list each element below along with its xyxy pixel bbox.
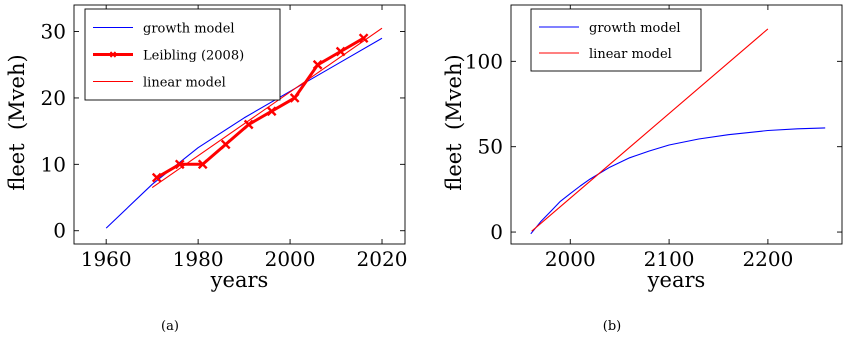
chart-b-legend-label: growth model: [589, 21, 681, 36]
chart-a-ylabel: fleet (Mveh): [5, 54, 29, 190]
chart-a-xlabel: years: [210, 268, 269, 292]
chart-a-data-point: [289, 93, 300, 103]
chart-a-data-point: [358, 33, 369, 44]
chart-b-ytick-label: 50: [478, 135, 503, 159]
chart-b-series-0-line: [530, 127, 826, 235]
chart-b-xlabel: years: [647, 268, 706, 292]
chart-b-caption: (b): [603, 319, 621, 334]
chart-a-xtick-label: 1980: [173, 247, 224, 271]
chart-a-legend-label: linear model: [143, 76, 226, 91]
chart-a-xtick-label: 1960: [81, 247, 132, 271]
chart-a-data-point: [197, 159, 208, 170]
chart-a-data-point: [151, 172, 162, 183]
chart-a-series-2-line: [151, 27, 383, 189]
chart-b-ytick-label: 100: [465, 49, 503, 73]
chart-a-data-point: [220, 139, 231, 150]
chart-a-axes-frame: [73, 4, 406, 245]
chart-a-series-0-line: [105, 37, 383, 229]
chart-b-legend-box: [530, 8, 702, 72]
chart-a-ytick-label: 10: [41, 152, 66, 176]
chart-b-series-1-line: [531, 28, 769, 232]
chart-a-data-point: [312, 59, 323, 70]
chart-b-xtick-label: 2000: [545, 247, 596, 271]
chart-a-caption: (a): [161, 319, 179, 334]
chart-b-xtick-label: 2100: [644, 247, 695, 271]
chart-b-legend-label: linear model: [589, 47, 672, 62]
chart-a-data-point: [335, 46, 346, 57]
chart-b-ytick-label: 0: [490, 220, 503, 244]
chart-a-series-1-line: [156, 36, 365, 179]
chart-a-legend-label: Leibling (2008): [143, 49, 244, 64]
chart-b: 2000 2100 2200 0 50 100 years fleet (Mveh) gr…: [442, 4, 843, 334]
chart-a: 1960 1980 2000 2020 0 10 20 30 years fleet (Mve…: [5, 4, 408, 334]
chart-a-ytick-label: 20: [41, 86, 66, 110]
chart-a-xtick-label: 2020: [357, 247, 408, 271]
chart-a-xtick-label: 2000: [265, 247, 316, 271]
chart-a-ytick-label: 0: [53, 219, 66, 243]
chart-a-legend-marker: [109, 51, 117, 58]
chart-b-ylabel: fleet (Mveh): [442, 54, 466, 190]
chart-a-data-point: [266, 106, 277, 117]
chart-a-ytick-label: 30: [41, 20, 66, 44]
chart-a-data-point: [243, 119, 254, 130]
chart-b-axes-frame: [510, 4, 843, 245]
chart-a-legend-label: growth model: [143, 22, 235, 37]
chart-b-xtick-label: 2200: [742, 247, 793, 271]
